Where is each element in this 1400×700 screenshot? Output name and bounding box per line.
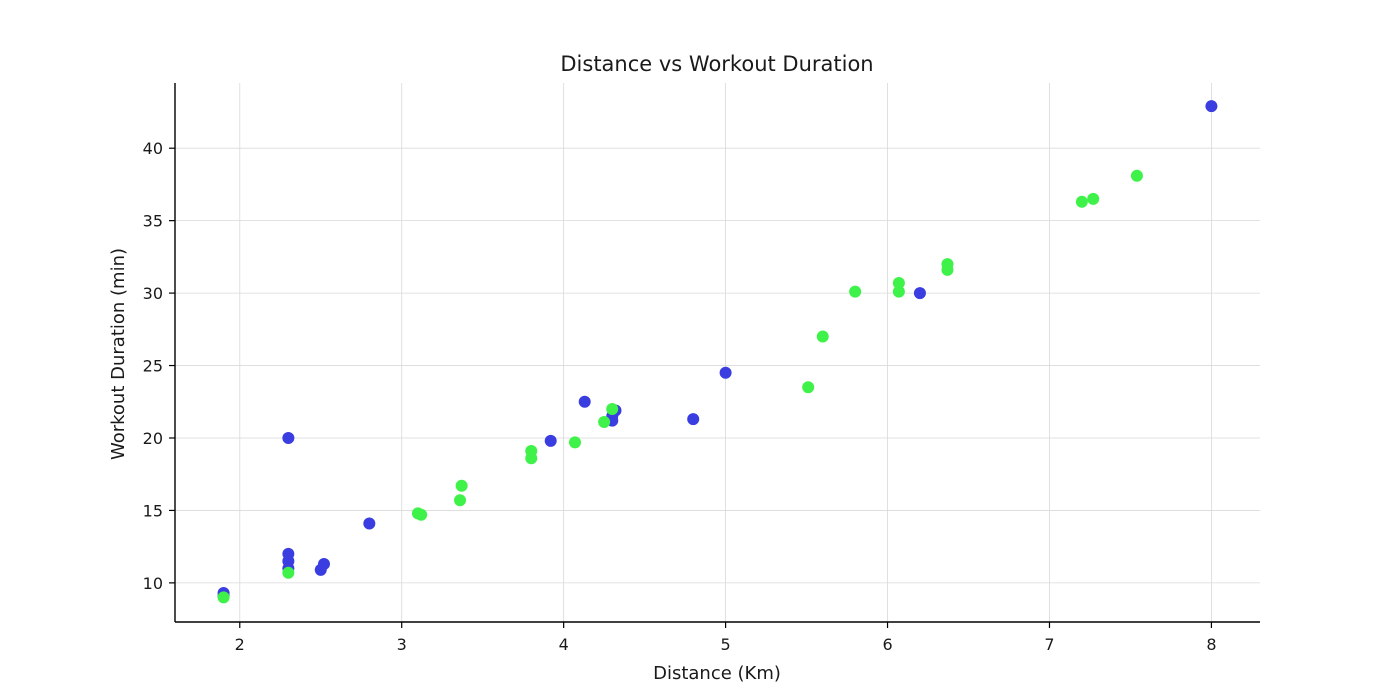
x-tick-label: 3 bbox=[397, 635, 407, 654]
y-axis-label: Workout Duration (min) bbox=[108, 248, 129, 460]
data-point bbox=[525, 445, 538, 458]
data-point bbox=[317, 558, 330, 571]
x-tick-label: 2 bbox=[235, 635, 245, 654]
data-point bbox=[598, 416, 611, 429]
data-point bbox=[941, 258, 954, 271]
ticks: 2 3 4 5 6 7 8 10 15 20 25 30 35 40 bbox=[143, 139, 1217, 654]
data-point bbox=[606, 403, 619, 416]
data-point bbox=[455, 479, 468, 492]
data-point bbox=[578, 395, 591, 408]
x-axis-label: Distance (Km) bbox=[653, 663, 781, 684]
y-tick-label: 35 bbox=[143, 212, 163, 231]
axes bbox=[174, 83, 1260, 623]
x-tick-label: 4 bbox=[559, 635, 569, 654]
y-tick-label: 40 bbox=[143, 139, 163, 158]
y-tick-label: 10 bbox=[143, 574, 163, 593]
y-tick-label: 15 bbox=[143, 501, 163, 520]
data-point bbox=[849, 285, 862, 298]
data-points bbox=[217, 100, 1218, 604]
series-0 bbox=[217, 100, 1218, 602]
data-point bbox=[544, 434, 557, 447]
data-point bbox=[719, 366, 732, 379]
data-point bbox=[1087, 192, 1100, 205]
series-1 bbox=[217, 169, 1143, 604]
y-tick-label: 30 bbox=[143, 284, 163, 303]
data-point bbox=[1075, 195, 1088, 208]
data-point bbox=[363, 517, 376, 530]
data-point bbox=[687, 413, 700, 426]
data-point bbox=[282, 431, 295, 444]
data-point bbox=[282, 566, 295, 579]
data-point bbox=[454, 494, 467, 507]
data-point bbox=[1130, 169, 1143, 182]
data-point bbox=[802, 381, 815, 394]
y-tick-label: 25 bbox=[143, 357, 163, 376]
grid bbox=[175, 83, 1260, 622]
x-tick-label: 6 bbox=[882, 635, 892, 654]
data-point bbox=[217, 591, 230, 604]
x-tick-label: 5 bbox=[721, 635, 731, 654]
data-point bbox=[1205, 100, 1218, 113]
data-point bbox=[415, 508, 428, 521]
x-tick-label: 7 bbox=[1044, 635, 1054, 654]
data-point bbox=[892, 276, 905, 289]
data-point bbox=[892, 285, 905, 298]
data-point bbox=[568, 436, 581, 449]
x-tick-label: 8 bbox=[1206, 635, 1216, 654]
y-tick-label: 20 bbox=[143, 429, 163, 448]
data-point bbox=[816, 330, 829, 343]
data-point bbox=[913, 287, 926, 300]
chart-title: Distance vs Workout Duration bbox=[560, 52, 873, 76]
